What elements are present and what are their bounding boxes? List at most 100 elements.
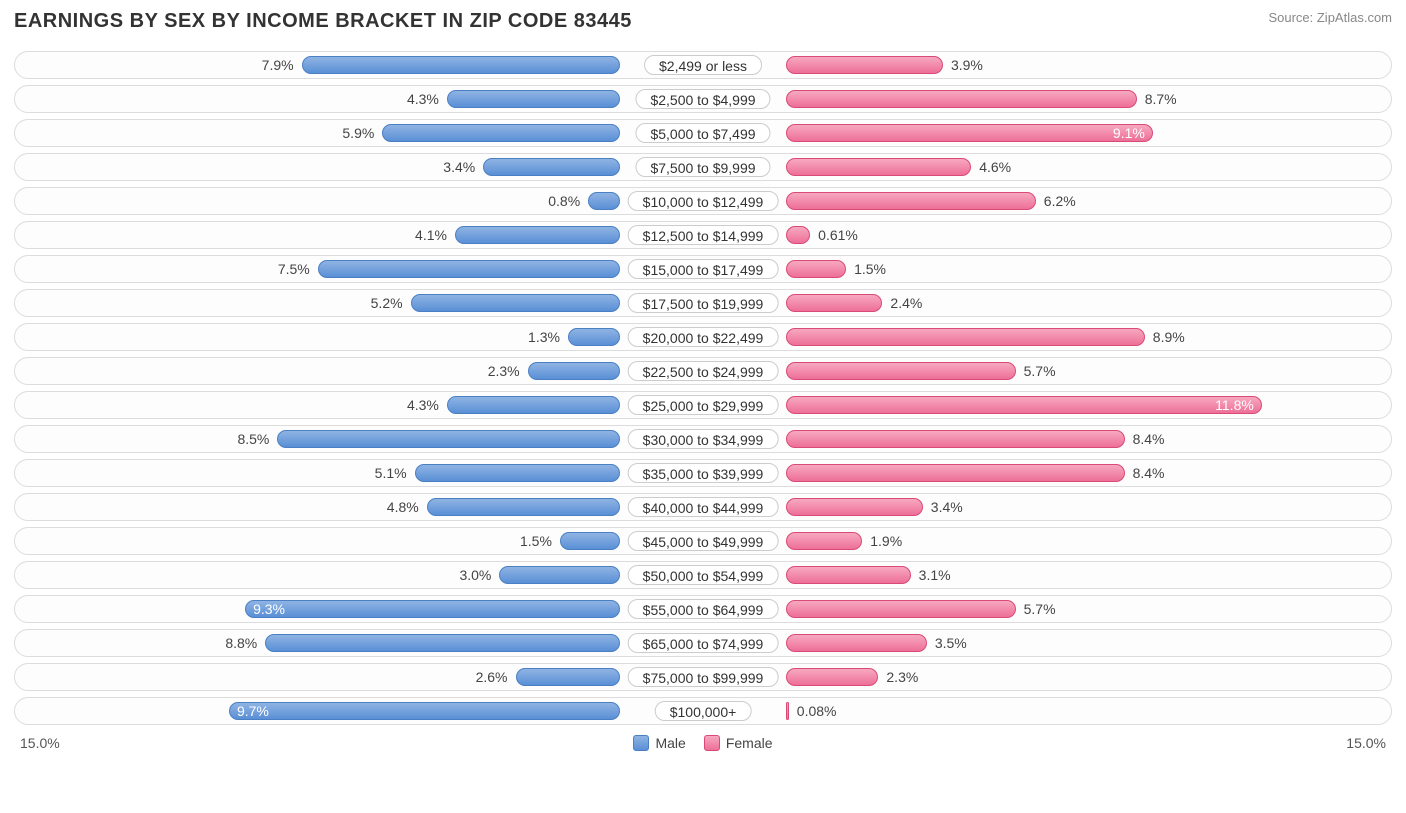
male-value: 8.8%	[225, 630, 265, 656]
bar-row: 7.9%3.9%$2,499 or less	[14, 51, 1392, 79]
bar-row: 2.6% 2.3% $75,000 to $99,999	[14, 663, 1392, 691]
bar-row: 4.1%0.61%$12,500 to $14,999	[14, 221, 1392, 249]
bar-row: 1.3%8.9%$20,000 to $22,499	[14, 323, 1392, 351]
female-value: 5.7%	[1016, 596, 1056, 622]
female-value: 3.1%	[911, 562, 951, 588]
bracket-label: $20,000 to $22,499	[628, 327, 779, 347]
bar-row: 4.8%3.4%$40,000 to $44,999	[14, 493, 1392, 521]
chart-title: EARNINGS BY SEX BY INCOME BRACKET IN ZIP…	[14, 10, 632, 33]
female-bar	[786, 192, 1036, 210]
female-value: 8.4%	[1125, 460, 1165, 486]
female-bar	[786, 226, 811, 244]
male-bar	[499, 566, 620, 584]
bar-row: 1.5% 1.9% $45,000 to $49,999	[14, 527, 1392, 555]
female-value: 1.9%	[862, 528, 902, 554]
bar-row: 5.1%8.4%$35,000 to $39,999	[14, 459, 1392, 487]
bar-row: 8.5%8.4%$30,000 to $34,999	[14, 425, 1392, 453]
male-bar	[455, 226, 620, 244]
male-bar	[411, 294, 621, 312]
male-value: 1.3%	[528, 324, 568, 350]
male-value: 9.7%	[229, 698, 621, 724]
bracket-label: $5,000 to $7,499	[635, 123, 770, 143]
legend-male: Male	[633, 735, 685, 751]
female-bar	[786, 464, 1125, 482]
male-bar	[516, 668, 621, 686]
female-bar	[786, 158, 972, 176]
female-bar	[786, 294, 883, 312]
male-swatch	[633, 735, 649, 751]
male-value: 4.1%	[415, 222, 455, 248]
female-bar	[786, 566, 911, 584]
bracket-label: $75,000 to $99,999	[628, 667, 779, 687]
female-value: 6.2%	[1036, 188, 1076, 214]
bracket-label: $55,000 to $64,999	[628, 599, 779, 619]
legend-female-label: Female	[726, 735, 773, 751]
male-bar	[568, 328, 620, 346]
female-value: 4.6%	[971, 154, 1011, 180]
male-bar	[447, 396, 621, 414]
male-value: 5.9%	[342, 120, 382, 146]
male-value: 7.5%	[278, 256, 318, 282]
male-value: 3.0%	[459, 562, 499, 588]
bracket-label: $17,500 to $19,999	[628, 293, 779, 313]
legend: Male Female	[633, 735, 772, 751]
bar-row: 8.8% 3.5% $65,000 to $74,999	[14, 629, 1392, 657]
diverging-bar-chart: 7.9%3.9%$2,499 or less4.3%8.7%$2,500 to …	[14, 51, 1392, 725]
female-value: 3.9%	[943, 52, 983, 78]
bar-row: 5.9% 9.1% $5,000 to $7,499	[14, 119, 1392, 147]
legend-female: Female	[704, 735, 773, 751]
female-bar	[786, 532, 863, 550]
female-bar	[786, 498, 923, 516]
female-value: 5.7%	[1016, 358, 1056, 384]
male-bar	[277, 430, 620, 448]
bar-row: 9.7%0.08%$100,000+	[14, 697, 1392, 725]
male-bar	[427, 498, 621, 516]
female-bar	[786, 260, 847, 278]
male-bar	[415, 464, 621, 482]
female-value: 3.4%	[923, 494, 963, 520]
male-value: 5.1%	[375, 460, 415, 486]
bar-row: 3.4%4.6%$7,500 to $9,999	[14, 153, 1392, 181]
male-value: 0.8%	[548, 188, 588, 214]
bracket-label: $15,000 to $17,499	[628, 259, 779, 279]
female-bar	[786, 430, 1125, 448]
male-value: 1.5%	[520, 528, 560, 554]
male-value: 2.6%	[476, 664, 516, 690]
female-bar	[786, 600, 1016, 618]
bar-row: 5.2%2.4%$17,500 to $19,999	[14, 289, 1392, 317]
female-value: 3.5%	[927, 630, 967, 656]
male-bar	[318, 260, 621, 278]
female-value: 0.61%	[810, 222, 858, 248]
bar-row: 2.3% 5.7% $22,500 to $24,999	[14, 357, 1392, 385]
male-value: 7.9%	[262, 52, 302, 78]
bracket-label: $30,000 to $34,999	[628, 429, 779, 449]
bracket-label: $25,000 to $29,999	[628, 395, 779, 415]
male-value: 2.3%	[488, 358, 528, 384]
bracket-label: $100,000+	[655, 701, 752, 721]
source-label: Source: ZipAtlas.com	[1268, 10, 1392, 25]
bracket-label: $45,000 to $49,999	[628, 531, 779, 551]
female-bar	[786, 668, 879, 686]
female-value: 11.8%	[786, 392, 1262, 418]
male-bar	[528, 362, 621, 380]
legend-male-label: Male	[655, 735, 685, 751]
male-value: 4.3%	[407, 392, 447, 418]
female-value: 1.5%	[846, 256, 886, 282]
bar-row: 9.3% 5.7% $55,000 to $64,999	[14, 595, 1392, 623]
female-value: 2.3%	[878, 664, 918, 690]
bar-row: 4.3%8.7%$2,500 to $4,999	[14, 85, 1392, 113]
bracket-label: $65,000 to $74,999	[628, 633, 779, 653]
female-value: 2.4%	[882, 290, 922, 316]
bracket-label: $40,000 to $44,999	[628, 497, 779, 517]
female-value: 8.4%	[1125, 426, 1165, 452]
male-bar	[447, 90, 621, 108]
male-bar	[560, 532, 621, 550]
male-bar	[302, 56, 621, 74]
female-bar	[786, 90, 1137, 108]
bracket-label: $22,500 to $24,999	[628, 361, 779, 381]
bar-row: 0.8%6.2%$10,000 to $12,499	[14, 187, 1392, 215]
bar-row: 7.5% 1.5% $15,000 to $17,499	[14, 255, 1392, 283]
female-value: 9.1%	[786, 120, 1153, 146]
male-value: 9.3%	[245, 596, 620, 622]
male-bar	[483, 158, 620, 176]
